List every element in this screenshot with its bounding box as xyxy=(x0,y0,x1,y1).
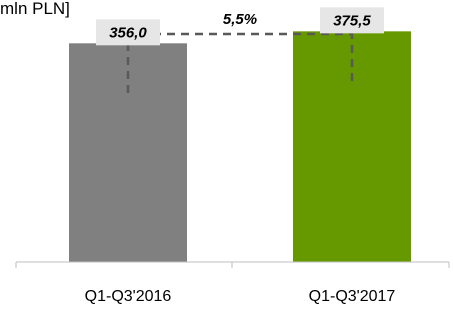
value-label-1: 356,0 xyxy=(109,24,147,41)
growth-bracket xyxy=(126,32,354,93)
value-label-2: 375,5 xyxy=(333,12,371,29)
category-label-2: Q1-Q3'2017 xyxy=(309,288,396,305)
bar-1 xyxy=(69,43,187,262)
value-label-box-1 xyxy=(96,19,160,46)
bars-group xyxy=(69,31,411,263)
bar-2 xyxy=(293,31,411,263)
unit-label: mln PLN] xyxy=(0,0,70,18)
category-labels-group: Q1-Q3'2016 Q1-Q3'2017 xyxy=(85,288,396,305)
category-label-1: Q1-Q3'2016 xyxy=(85,288,172,305)
value-labels-group: 356,0 375,5 xyxy=(96,7,384,46)
value-label-box-2 xyxy=(320,7,384,34)
growth-label: 5,5% xyxy=(223,11,257,28)
